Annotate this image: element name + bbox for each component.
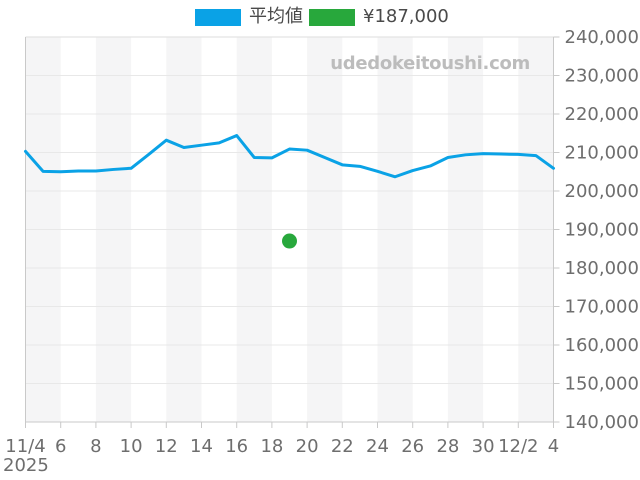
legend-item-price-point[interactable]: ¥187,000 [309, 8, 449, 26]
y-axis-label: 190,000 [565, 220, 639, 241]
average-series-swatch [195, 8, 241, 26]
price-point-marker[interactable] [282, 233, 297, 249]
y-axis-label: 150,000 [565, 374, 639, 395]
x-axis-label: 16 [225, 436, 248, 457]
legend-item-average[interactable]: 平均値 [195, 8, 303, 26]
y-axis-label: 230,000 [565, 66, 639, 87]
price-point-label: ¥187,000 [363, 6, 449, 27]
y-axis-label: 140,000 [565, 412, 639, 433]
x-axis-label: 12/2 [498, 436, 538, 457]
chart-legend: 平均値 ¥187,000 [195, 8, 449, 26]
x-axis-label: 20 [296, 436, 319, 457]
x-axis-label: 26 [401, 436, 424, 457]
x-axis-year-label: 2025 [3, 455, 49, 476]
y-axis-label: 240,000 [565, 27, 639, 48]
x-axis-label: 4 [548, 436, 559, 457]
x-axis-label: 24 [366, 436, 389, 457]
x-axis-label: 14 [190, 436, 213, 457]
y-axis-label: 210,000 [565, 143, 639, 164]
x-axis-label: 10 [120, 436, 143, 457]
average-series-label: 平均値 [249, 6, 303, 27]
x-axis-label: 30 [472, 436, 495, 457]
x-axis-label: 28 [436, 436, 459, 457]
x-axis-label: 12 [155, 436, 178, 457]
y-axis-label: 160,000 [565, 335, 639, 356]
y-axis-label: 200,000 [565, 181, 639, 202]
watermark: udedokeitoushi.com [330, 53, 530, 74]
x-axis-label: 11/4 [5, 436, 45, 457]
price-point-swatch [309, 8, 355, 26]
average-price-line[interactable] [24, 134, 555, 179]
x-axis-label: 8 [90, 436, 101, 457]
y-axis-label: 170,000 [565, 297, 639, 318]
x-axis-label: 6 [55, 436, 66, 457]
x-axis-label: 18 [260, 436, 283, 457]
x-axis-label: 22 [331, 436, 354, 457]
y-axis-label: 220,000 [565, 104, 639, 125]
y-axis-label: 180,000 [565, 258, 639, 279]
